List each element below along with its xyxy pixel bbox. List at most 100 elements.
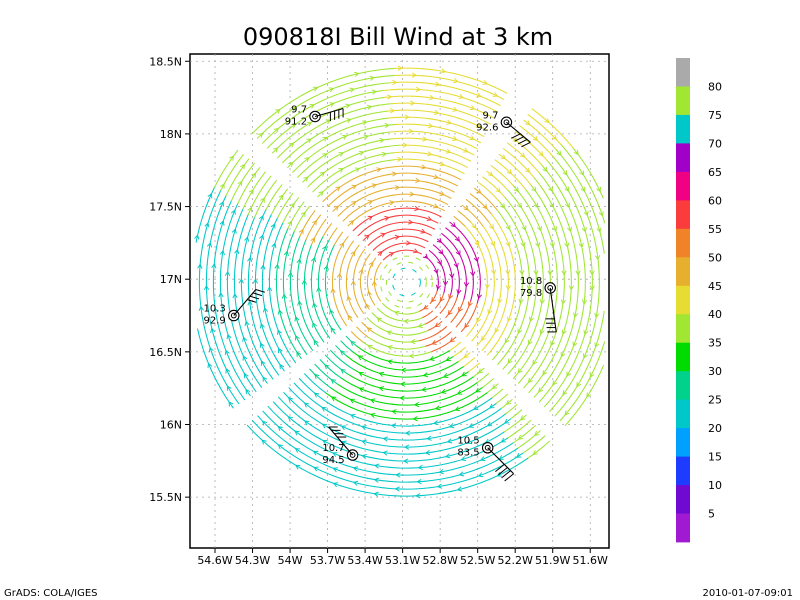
streamline-arrow (244, 236, 250, 242)
streamline-arrow (363, 134, 369, 140)
streamline-arrow (306, 138, 312, 144)
colorbar-label: 70 (708, 137, 722, 150)
streamline-arrow (289, 142, 295, 148)
station-upper-label: 10.7 (322, 443, 344, 454)
streamline-arrow (550, 340, 556, 346)
center-circulation (391, 267, 421, 297)
streamline-arrow (454, 236, 460, 242)
streamline-segment (444, 179, 459, 187)
streamline-arrow (238, 278, 244, 284)
streamline-arrow (391, 409, 397, 415)
streamline-arrow (362, 120, 368, 126)
streamline-arrow (455, 406, 461, 412)
streamline-arrow (340, 368, 346, 374)
streamline-segment (314, 363, 327, 376)
streamline-arrow (350, 251, 356, 257)
streamline-arrow (338, 152, 344, 157)
colorbar-segment (676, 143, 690, 173)
streamline-arrow (219, 250, 225, 256)
streamline-arrow (224, 350, 230, 356)
streamline-arrow (453, 262, 459, 268)
streamline-arrow (433, 203, 439, 209)
streamline-arrow (461, 456, 467, 462)
streamline-arrow (415, 177, 421, 184)
wind-barb-feather (511, 133, 521, 139)
streamline-arrow (281, 293, 287, 299)
station-upper-label: 9.7 (483, 110, 499, 121)
streamline-arrow (382, 450, 388, 456)
wind-barb-feather (255, 289, 265, 293)
streamline-segment (400, 200, 417, 203)
streamline-arrow (491, 269, 497, 275)
streamline-arrow (197, 263, 203, 269)
streamline-segment (252, 420, 263, 432)
streamline-arrow (194, 234, 200, 240)
streamline-segment (485, 266, 488, 283)
streamline-segment (324, 354, 337, 366)
streamline-arrow (260, 264, 266, 270)
streamline-segment (486, 341, 498, 356)
streamline-arrow (469, 105, 475, 111)
streamline-arrow (561, 329, 567, 335)
streamline-arrow (329, 309, 335, 315)
streamline-arrow (426, 435, 432, 441)
streamline-arrow (271, 242, 277, 248)
streamline-arrow (204, 222, 210, 228)
streamline-arrow (475, 387, 481, 393)
streamline-arrow (234, 249, 240, 255)
station-lower-label: 94.5 (322, 455, 344, 466)
streamline-arrow (394, 310, 400, 316)
streamline-segment (267, 180, 277, 193)
streamline-arrow (330, 288, 336, 294)
streamline-segment (246, 424, 258, 436)
streamline-arrow (461, 371, 467, 377)
streamline-arrow (458, 306, 463, 313)
streamline-arrow (279, 364, 285, 370)
streamline-arrow (257, 132, 263, 138)
x-tick-label: 53.4W (347, 554, 382, 567)
streamline-arrow (274, 264, 280, 270)
streamline-arrow (449, 423, 455, 429)
wind-barb (233, 289, 265, 316)
streamline-arrow (353, 466, 359, 472)
streamline-arrow (475, 122, 481, 128)
wind-barb (328, 426, 354, 456)
streamline-arrow (564, 202, 570, 208)
streamline-arrow (582, 353, 588, 359)
colorbar: 5 10 15 20 25 30 35 40 45 50 55 60 65 70 75 80 (676, 58, 722, 543)
streamline-arrow (295, 335, 300, 341)
wind-barb (314, 107, 344, 122)
streamline-arrow (304, 420, 310, 426)
streamline-arrow (476, 317, 482, 323)
colorbar-segment (676, 342, 690, 372)
streamline-arrow (505, 269, 511, 275)
streamline-segment (456, 154, 472, 162)
streamline-segment (350, 331, 363, 342)
streamline-segment (304, 373, 316, 385)
streamline-segment (577, 281, 579, 297)
streamline-arrow (466, 439, 472, 445)
wind-barb (545, 287, 557, 333)
streamline-segment (463, 141, 478, 150)
streamline-arrow (370, 412, 376, 418)
colorbar-label: 80 (708, 80, 722, 93)
streamline-arrow (506, 169, 512, 175)
colorbar-segment (676, 314, 690, 344)
streamline-arrow (350, 340, 356, 346)
streamline-arrow (525, 120, 531, 126)
streamline-arrow (261, 439, 267, 445)
streamline-arrow (421, 386, 427, 393)
colorbar-segment (676, 171, 690, 201)
streamline-segment (356, 326, 369, 338)
streamline-arrow (449, 337, 455, 343)
streamline-arrow (436, 237, 442, 243)
streamline-arrow (542, 166, 548, 172)
streamline-arrow (507, 358, 513, 364)
streamline-arrow (525, 167, 530, 173)
streamline-arrow (423, 304, 429, 310)
streamline-arrow (296, 351, 302, 357)
streamline-arrow (413, 248, 419, 254)
streamline-arrow (527, 339, 533, 345)
x-tick-label: 51.9W (535, 554, 570, 567)
